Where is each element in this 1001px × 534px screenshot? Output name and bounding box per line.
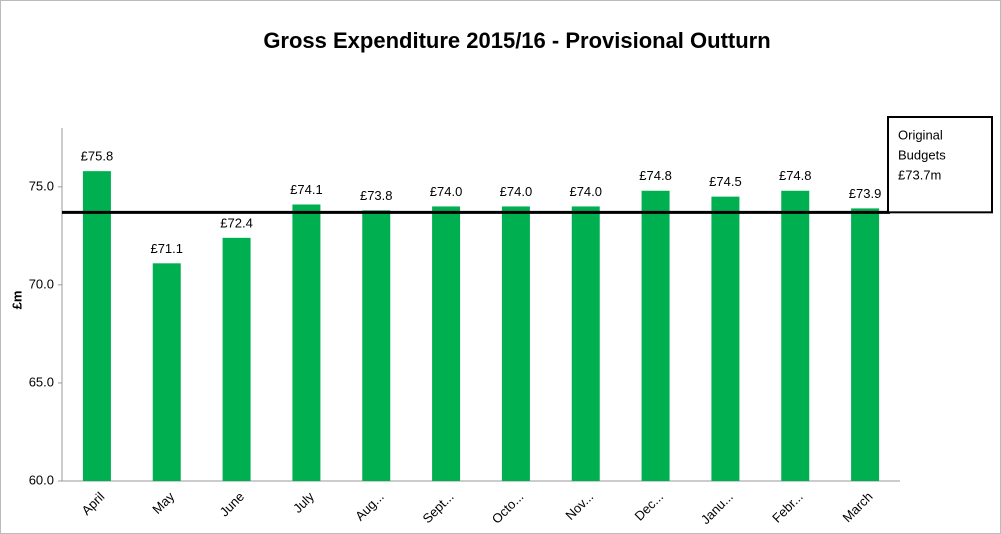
value-label: £74.1 [290,182,323,197]
annotation-text: Budgets [898,147,946,162]
value-label: £74.8 [639,168,672,183]
bar [152,263,181,481]
value-label: £74.0 [430,184,463,199]
value-label: £73.9 [849,186,882,201]
bar [292,204,321,481]
bar [501,206,530,481]
bar [641,190,670,481]
chart-title: Gross Expenditure 2015/16 - Provisional … [263,28,770,53]
bar [711,196,740,481]
bar [571,206,600,481]
value-label: £74.8 [779,168,812,183]
value-label: £74.0 [569,184,602,199]
bar [432,206,461,481]
annotation-box [887,116,993,214]
value-label: £75.8 [81,149,114,164]
bar [851,208,880,481]
value-label: £72.4 [220,215,253,230]
y-tick-label: 65.0 [29,374,54,389]
value-label: £74.5 [709,174,742,189]
y-tick-label: 75.0 [29,178,54,193]
bar [222,237,251,481]
annotation-text: Original [898,127,943,142]
annotation-text: £73.7m [898,167,941,182]
value-label: £71.1 [150,241,183,256]
y-axis-label: £m [9,291,24,310]
value-label: £73.8 [360,188,393,203]
bar [82,171,111,481]
y-tick-label: 70.0 [29,276,54,291]
y-tick-label: 60.0 [29,472,54,487]
value-label: £74.0 [500,184,533,199]
bar [781,190,810,481]
bar [362,210,391,481]
